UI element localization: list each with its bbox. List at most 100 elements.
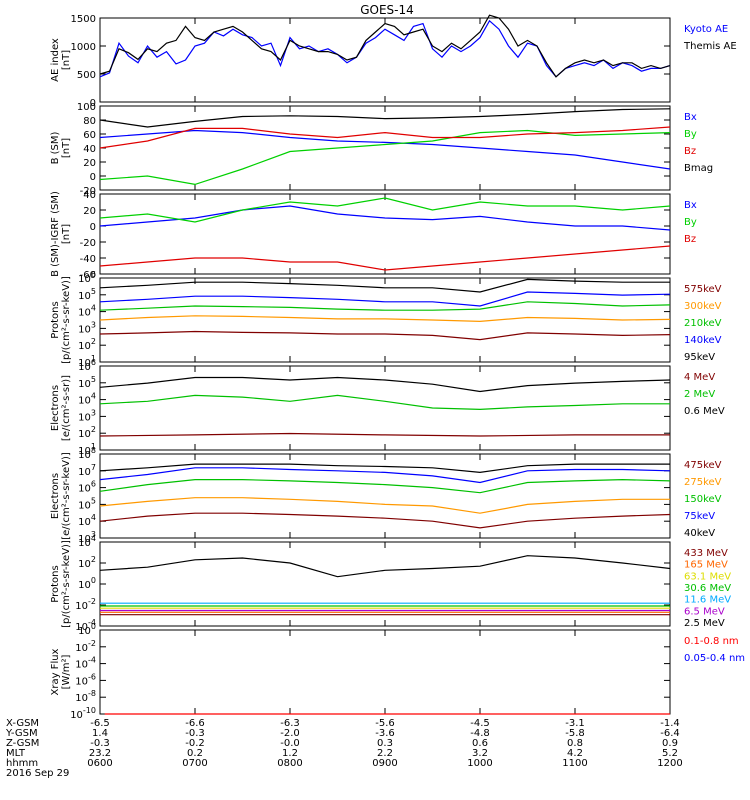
series-line [99, 330, 671, 341]
legend-entry: Bx [684, 112, 697, 123]
series-line [99, 497, 670, 514]
orbit-value: -6.3 [280, 718, 300, 729]
orbit-value: 3.2 [472, 748, 488, 759]
legend-entry: 95keV [684, 352, 715, 363]
legend-entry: 575keV [684, 284, 722, 295]
y-axis-label: AE index [50, 38, 61, 82]
legend-entry: Bz [684, 234, 696, 245]
orbit-value: -2.0 [280, 728, 300, 739]
y-tick-label: 100 [78, 622, 96, 637]
orbit-value: -0.3 [90, 738, 110, 749]
y-tick-label: 105 [78, 496, 96, 511]
y-tick-label: 10-4 [75, 618, 96, 633]
panel-8: 10-10 10-8 10-610-4 10-2 100 Xray Flux [W/m²] 0… [50, 622, 745, 721]
panel-7: 10-4 10-2 100 102 104 Protons [p/(cm²-s-sr-keV… [50, 534, 731, 633]
y-tick-label: 100 [77, 102, 96, 113]
panel-3: -60 -40 -20 0 20 40 B (SM)-IGRF (SM) [nT] Bx By Bz [50, 190, 697, 281]
orbit-value: 0.2 [187, 748, 203, 759]
orbit-value: 1.2 [282, 748, 298, 759]
series-line [99, 467, 671, 484]
legend-entry: 140keV [684, 335, 722, 346]
y-tick-label: 10-8 [75, 689, 96, 704]
series-line [99, 463, 670, 474]
legend-entry: 30.6 MeV [684, 583, 731, 594]
y-axis-label: B (SM)-IGRF (SM) [50, 191, 61, 277]
y-tick-label: 106 [78, 480, 96, 495]
y-tick-label: 80 [83, 116, 96, 127]
legend-entry: Bmag [684, 163, 713, 174]
orbit-value: -0.0 [280, 738, 300, 749]
y-tick-label: 1000 [71, 42, 96, 53]
orbit-value: 1100 [562, 758, 587, 769]
legend-entry: Themis AE [683, 41, 737, 52]
legend-entry: 210keV [684, 318, 722, 329]
legend-entry: 150keV [684, 494, 722, 505]
orbit-value: 0.3 [377, 738, 393, 749]
orbit-value: 0700 [182, 758, 207, 769]
orbit-row-label: MLT [6, 748, 26, 759]
legend-entry: 475keV [684, 460, 722, 471]
orbit-value: -5.8 [565, 728, 585, 739]
y-tick-label: 1500 [71, 14, 96, 25]
y-tick-label: 101 [78, 442, 96, 457]
y-tick-label: 20 [83, 206, 96, 217]
series-line [99, 376, 671, 393]
series-line [99, 512, 671, 529]
series-line [99, 19, 671, 78]
y-tick-label: -20 [80, 186, 96, 197]
orbit-value: -3.1 [565, 718, 585, 729]
orbit-value: -3.6 [375, 728, 395, 739]
y-axis-label: [nT] [61, 224, 72, 244]
y-tick-label: 107 [78, 463, 96, 478]
series-line [99, 278, 670, 293]
orbit-value: -6.4 [660, 728, 680, 739]
legend-entry: Kyoto AE [684, 24, 728, 35]
orbit-value: 4.2 [567, 748, 583, 759]
panel-frame [99, 629, 671, 715]
y-axis-label: [p/(cm²-s-sr-keV)] [61, 276, 72, 364]
y-tick-label: 60 [83, 130, 96, 141]
legend-entry: 0.1-0.8 nm [684, 636, 739, 647]
legend-entry: By [684, 129, 697, 140]
legend-entry: 0.6 MeV [684, 406, 725, 417]
y-tick-label: -40 [80, 254, 96, 265]
plot-title: GOES-14 [360, 3, 414, 17]
series-line [99, 245, 671, 271]
panel-frame [99, 277, 671, 363]
y-tick-label: 10-6 [75, 672, 96, 687]
y-tick-label: -20 [80, 238, 96, 249]
series-line [99, 205, 671, 231]
panel-2: -20 0 20 40 60 80 100 B (SM) [nT] Bx By Bz Bmag [50, 102, 713, 197]
y-axis-label: [nT] [61, 50, 72, 70]
y-tick-label: 102 [78, 337, 96, 352]
orbit-value: 0.9 [662, 738, 678, 749]
y-tick-label: 103 [78, 530, 96, 545]
y-tick-label: 103 [78, 320, 96, 335]
series-line [99, 197, 671, 223]
legend-entry: 165 MeV [684, 560, 728, 571]
y-tick-label: 10-2 [75, 597, 96, 612]
y-tick-label: 106 [78, 270, 96, 285]
y-axis-label: Electrons [50, 385, 61, 431]
y-tick-label: 40 [83, 144, 96, 155]
orbit-value: -1.4 [660, 718, 680, 729]
legend-entry: 4 MeV [684, 372, 715, 383]
y-tick-label: 0 [90, 172, 96, 183]
series-line [99, 301, 671, 311]
orbit-value: -6.5 [90, 718, 110, 729]
y-tick-label: 0 [90, 222, 96, 233]
orbit-value: 0.6 [472, 738, 488, 749]
series-line [99, 126, 671, 149]
y-tick-label: 0 [90, 98, 96, 109]
y-axis-label: Protons [50, 565, 61, 602]
y-tick-label: -60 [80, 270, 96, 281]
y-axis-label: [W/m²] [61, 654, 72, 689]
panel-1: 0 500 1000 1500 AE index [nT] Kyoto AE Themis A… [50, 14, 737, 109]
y-tick-label: 101 [78, 354, 96, 369]
orbit-value: 0600 [87, 758, 112, 769]
legend-entry: Bx [684, 200, 697, 211]
y-tick-label: 104 [78, 304, 96, 319]
orbit-value: -4.8 [470, 728, 490, 739]
